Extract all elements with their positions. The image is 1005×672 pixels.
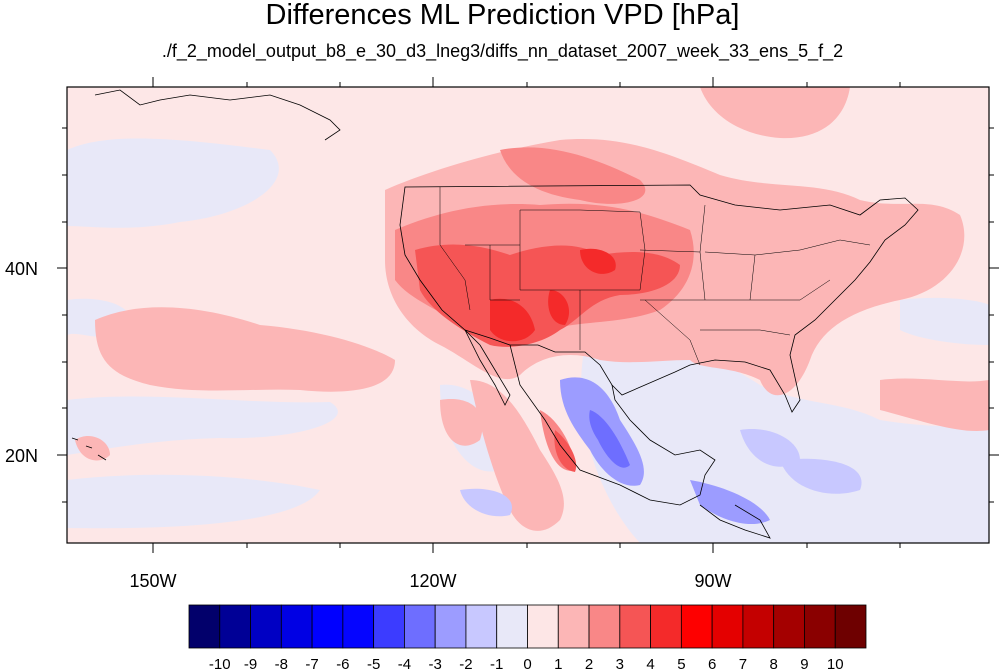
colorbar-swatch: [650, 604, 682, 649]
alaska-coast: [94, 89, 341, 141]
map-subtitle: ./f_2_model_output_b8_e_30_d3_lneg3/diff…: [161, 41, 844, 61]
contour-neg-gulf-south: [740, 429, 800, 467]
lat-label-20n: 20N: [5, 446, 38, 466]
contour-neg-pacific-south: [67, 396, 338, 455]
contour-pos4-az: [490, 298, 535, 342]
colorbar-swatch: [342, 604, 375, 649]
state-borders: [439, 187, 871, 366]
colorbar-label: 5: [677, 656, 685, 672]
colorbar-swatch: [311, 604, 344, 649]
contour-neg-gulf-east: [780, 458, 862, 494]
contour-neg-mexico-east-deep: [589, 410, 630, 468]
colorbar-swatch: [711, 604, 744, 649]
colorbar-label: -8: [275, 656, 288, 672]
contour-pos1-nw-atlantic: [700, 87, 850, 139]
colorbar-swatch: [680, 604, 713, 649]
colorbar-swatch: [250, 604, 282, 649]
colorbar-label: -7: [305, 656, 318, 672]
contour-pos1-hawaii: [75, 435, 110, 461]
lon-label-120w: 120W: [409, 571, 456, 591]
colorbar-swatch: [742, 604, 775, 649]
contour-pos4-nm: [548, 290, 570, 325]
hawaii-islands: [71, 437, 107, 461]
colorbar-swatch: [373, 604, 405, 649]
colorbar-label: 6: [708, 656, 716, 672]
colorbar-label: -2: [459, 656, 472, 672]
colorbar-label: 9: [800, 656, 808, 672]
lon-label-90w: 90W: [694, 571, 731, 591]
colorbar-label: -4: [398, 656, 411, 672]
baja-outline: [464, 329, 511, 406]
central-america-outline: [699, 504, 771, 539]
colorbar-label: -10: [209, 656, 231, 672]
colorbar-swatch: [219, 604, 251, 649]
colorbar-label: 8: [770, 656, 778, 672]
colorbar-swatch: [496, 604, 528, 649]
colorbar-label: -6: [336, 656, 349, 672]
contour-neg-central-america: [690, 480, 770, 525]
colorbar-swatch: [465, 604, 498, 649]
contour-neg-atlantic-north: [900, 297, 989, 345]
conus-outline: [399, 184, 919, 413]
colorbar-label: -5: [367, 656, 380, 672]
contour-pos1-pacific-east: [440, 399, 483, 446]
lat-label-40n: 40N: [5, 259, 38, 279]
map-title: Differences ML Prediction VPD [hPa]: [265, 0, 740, 31]
colorbar-swatch: [280, 604, 313, 649]
colorbar-label: -3: [429, 656, 442, 672]
contour-pos1-pacific-band: [95, 307, 395, 392]
colorbar-swatch: [557, 604, 590, 649]
axis-ticks: [57, 77, 999, 553]
contour-pos2-north-plains: [500, 147, 646, 204]
colorbar-swatch: [188, 604, 221, 649]
colorbar-swatch: [773, 604, 805, 649]
lon-label-150w: 150W: [129, 571, 176, 591]
mexico-outline: [509, 344, 716, 506]
contour-neg-pacific-far-south: [67, 474, 320, 529]
contour-neg-pacific-west: [67, 138, 279, 228]
colorbar: -10 -9 -8 -7 -6 -5 -4 -3 -2 -1 0 1 2 3 4 5 6 7 8 9 10: [188, 604, 867, 672]
colorbar-label: 1: [554, 656, 562, 672]
colorbar-label: 2: [585, 656, 593, 672]
colorbar-label: 10: [827, 656, 844, 672]
vpd-difference-field: [67, 87, 989, 543]
colorbar-swatch: [527, 604, 559, 649]
colorbar-label: 7: [739, 656, 747, 672]
contour-neg-pacific-mx-south: [460, 488, 512, 517]
colorbar-swatch: [588, 604, 621, 649]
colorbar-label: 0: [523, 656, 531, 672]
colorbar-swatch: [834, 604, 867, 649]
colorbar-swatch: [619, 604, 651, 649]
colorbar-label: 3: [616, 656, 624, 672]
colorbar-label: -9: [244, 656, 257, 672]
colorbar-label: -1: [490, 656, 503, 672]
colorbar-swatch: [434, 604, 467, 649]
colorbar-swatch: [404, 604, 436, 649]
contour-pos1-mexico-west: [470, 380, 564, 531]
coastlines: [71, 89, 919, 539]
contour-pos1-caribbean: [880, 378, 989, 431]
colorbar-label: 4: [646, 656, 654, 672]
colorbar-swatch: [804, 604, 836, 649]
contour-pos4-co: [580, 248, 616, 274]
